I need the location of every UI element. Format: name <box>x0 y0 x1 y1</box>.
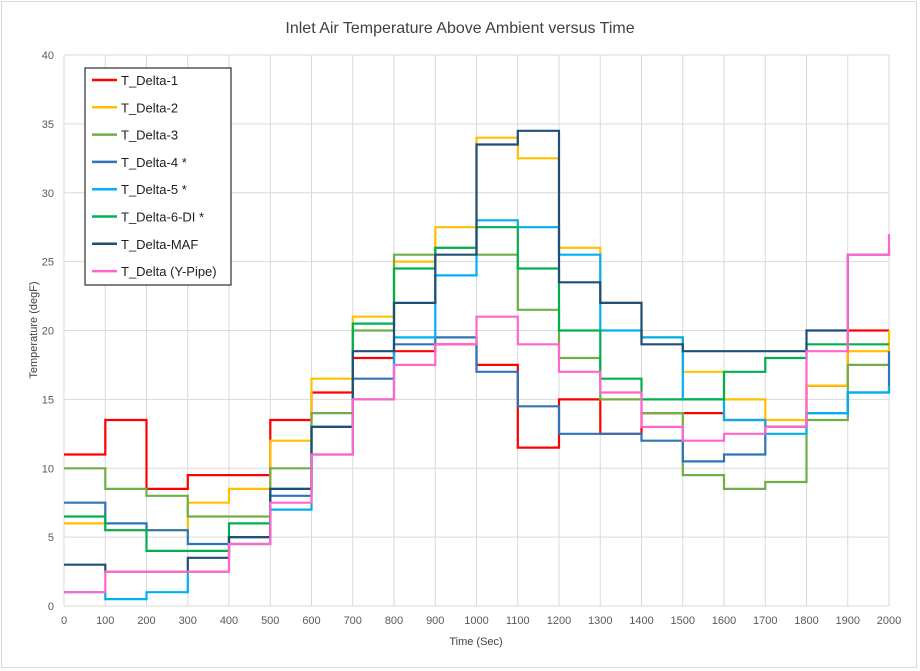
y-tick-label: 15 <box>42 394 54 406</box>
x-tick-label: 1500 <box>671 615 695 627</box>
y-tick-label: 40 <box>42 50 54 62</box>
legend-label: T_Delta-4 * <box>121 155 187 170</box>
y-tick-label: 0 <box>48 601 54 613</box>
y-tick-label: 35 <box>42 119 54 131</box>
y-tick-label: 20 <box>42 326 54 338</box>
x-tick-label: 1800 <box>794 615 818 627</box>
x-tick-label: 1700 <box>753 615 777 627</box>
y-axis-label: Temperature (degF) <box>28 281 40 378</box>
legend-label: T_Delta-2 <box>121 100 178 115</box>
legend-label: T_Delta (Y-Pipe) <box>121 264 217 279</box>
x-tick-label: 200 <box>137 615 155 627</box>
y-tick-label: 25 <box>42 257 54 269</box>
legend-box <box>84 67 232 286</box>
x-tick-label: 300 <box>179 615 197 627</box>
legend-label: T_Delta-3 <box>121 128 178 143</box>
y-tick-label: 5 <box>48 532 54 544</box>
x-tick-label: 1100 <box>506 615 530 627</box>
x-tick-label: 700 <box>344 615 362 627</box>
y-tick-label: 30 <box>42 188 54 200</box>
x-tick-label: 1000 <box>464 615 488 627</box>
x-tick-label: 500 <box>261 615 279 627</box>
x-tick-label: 1400 <box>629 615 653 627</box>
series-line-2 <box>64 136 891 532</box>
x-tick-label: 900 <box>426 615 444 627</box>
x-tick-label: 400 <box>220 615 238 627</box>
legend-label: T_Delta-1 <box>121 73 178 88</box>
axis-ticks: 0 100 200 300 400 500 600 700 800 900 1000 1100 1200… <box>42 50 901 627</box>
series-line-4 <box>64 336 891 546</box>
series-line-3 <box>64 246 891 518</box>
series-group <box>64 129 891 601</box>
legend: T_Delta-1 T_Delta-2 T_Delta-3 T_Delta-4 * T_… <box>84 67 232 286</box>
x-tick-label: 2000 <box>877 615 901 627</box>
x-axis-label: Time (Sec) <box>449 636 502 648</box>
series-line-8 <box>64 234 891 594</box>
x-tick-label: 600 <box>302 615 320 627</box>
x-tick-label: 1900 <box>836 615 860 627</box>
x-tick-label: 1600 <box>712 615 736 627</box>
x-tick-label: 1200 <box>547 615 571 627</box>
legend-label: T_Delta-6-DI * <box>121 210 204 225</box>
x-tick-label: 100 <box>96 615 114 627</box>
y-tick-label: 10 <box>42 463 54 475</box>
legend-label: T_Delta-MAF <box>121 237 198 252</box>
x-tick-label: 0 <box>61 615 67 627</box>
legend-label: T_Delta-5 * <box>121 182 187 197</box>
x-tick-label: 1300 <box>588 615 612 627</box>
x-tick-label: 800 <box>385 615 403 627</box>
chart-title: Inlet Air Temperature Above Ambient vers… <box>285 20 634 37</box>
